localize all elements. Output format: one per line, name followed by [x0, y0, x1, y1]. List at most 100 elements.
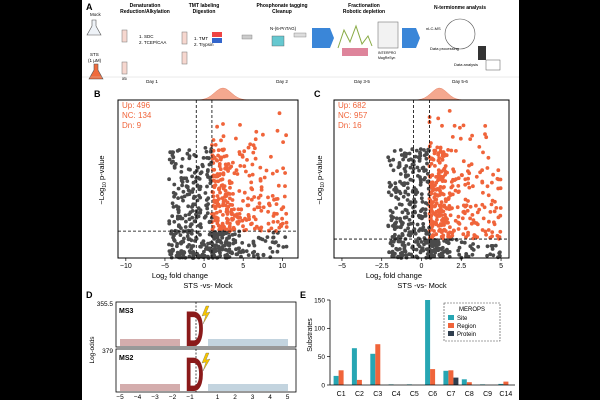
volcano-point	[400, 250, 404, 255]
volcano-point	[218, 253, 223, 258]
volcano-point	[496, 168, 501, 173]
volcano-point	[223, 188, 228, 193]
volcano-point	[242, 164, 247, 169]
volcano-point	[221, 213, 225, 217]
tmt-tag-icon	[212, 38, 222, 43]
volcano-point	[428, 248, 432, 253]
volcano-point	[180, 157, 185, 161]
volcano-point	[235, 252, 240, 257]
volcano-point	[443, 213, 447, 217]
volcano-point	[220, 183, 225, 188]
volcano-point	[418, 153, 423, 158]
volcano-point	[433, 148, 438, 153]
logo-ms3-minor-residues	[208, 339, 288, 346]
volcano-point	[446, 196, 451, 200]
lightning-icon	[201, 352, 211, 372]
volcano-point	[183, 213, 188, 218]
volcano-point	[221, 172, 226, 177]
volcano-point	[249, 186, 254, 191]
volcano-c-dn: Dn: 16	[338, 121, 362, 130]
volcano-point	[432, 229, 436, 233]
volcano-point	[398, 225, 402, 230]
volcano-point	[441, 175, 445, 179]
volcano-point	[174, 253, 179, 258]
volcano-point	[240, 155, 245, 159]
volcano-point	[439, 251, 444, 256]
volcano-point	[427, 255, 431, 260]
lightning-icon	[201, 305, 211, 325]
volcano-point	[217, 162, 222, 166]
volcano-point	[443, 169, 448, 174]
volcano-point	[433, 192, 437, 196]
bar-region-c8	[466, 382, 472, 385]
volcano-point	[245, 158, 249, 162]
volcano-point	[390, 254, 395, 259]
volcano-point	[225, 236, 229, 241]
volcano-point	[179, 241, 183, 246]
volcano-point	[498, 206, 503, 210]
volcano-b-subtitle: STS -vs- Mock	[183, 281, 232, 290]
plate-icon	[342, 48, 368, 56]
volcano-point	[223, 162, 228, 167]
volcano-point	[221, 134, 226, 139]
volcano-point	[405, 198, 410, 202]
logo-ms3-label: MS3	[119, 308, 134, 315]
volcano-point	[230, 250, 234, 255]
y-tick-label: 150	[314, 297, 325, 304]
volcano-point	[176, 186, 181, 191]
logo-ms3-ymax: 355.5	[97, 301, 114, 308]
volcano-point	[391, 157, 396, 162]
volcano-point	[460, 173, 464, 178]
volcano-point	[419, 209, 423, 214]
volcano-point	[276, 183, 281, 188]
volcano-point	[410, 244, 415, 249]
category-label: C3	[373, 391, 382, 398]
volcano-point	[397, 234, 401, 239]
logo-position-label: 3	[251, 394, 255, 400]
volcano-point	[229, 212, 234, 217]
volcano-point	[192, 170, 197, 175]
volcano-point	[408, 177, 413, 182]
volcano-point	[423, 211, 427, 216]
volcano-point	[189, 238, 194, 243]
volcano-point	[490, 234, 494, 239]
volcano-point	[268, 246, 273, 250]
step2-note-2: 2. Trypsin	[194, 42, 214, 47]
volcano-point	[205, 172, 209, 177]
volcano-point	[463, 177, 468, 182]
volcano-point	[232, 171, 237, 176]
volcano-point	[444, 240, 449, 245]
volcano-point	[258, 193, 263, 198]
volcano-point	[405, 181, 410, 186]
volcano-point	[246, 253, 251, 257]
flask-mock-icon	[86, 19, 102, 36]
volcano-point	[476, 244, 481, 249]
volcano-point	[261, 205, 266, 210]
volcano-point	[470, 133, 474, 138]
volcano-c-frame	[333, 99, 510, 259]
volcano-point	[245, 203, 250, 208]
step3-day: Day 2	[276, 79, 288, 84]
volcano-point	[227, 247, 232, 252]
volcano-point	[453, 188, 458, 193]
volcano-point	[425, 171, 430, 176]
volcano-point	[202, 253, 207, 258]
volcano-point	[261, 252, 266, 257]
volcano-point	[219, 155, 224, 160]
logo-ms3-residue: D	[185, 301, 204, 357]
volcano-point	[202, 249, 206, 254]
volcano-point	[420, 228, 425, 233]
volcano-point	[471, 236, 476, 241]
volcano-point	[212, 184, 216, 189]
volcano-point	[434, 221, 439, 226]
volcano-point	[429, 141, 433, 145]
category-label: C2	[355, 391, 364, 398]
volcano-point	[181, 198, 185, 203]
volcano-point	[386, 190, 391, 195]
volcano-point	[274, 202, 279, 207]
volcano-point	[228, 185, 232, 190]
logo-position-label: 2	[233, 394, 237, 400]
volcano-point	[452, 178, 457, 183]
y-tick-label: 0	[321, 382, 325, 389]
volcano-point	[468, 204, 473, 209]
